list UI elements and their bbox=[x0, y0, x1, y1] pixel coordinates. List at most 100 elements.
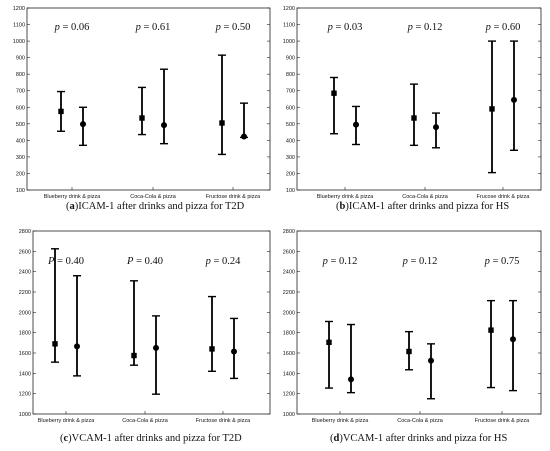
panel-caption: (c)VCAM-1 after drinks and pizza for T2D bbox=[60, 433, 242, 444]
mean-marker-circle bbox=[511, 96, 517, 103]
mean-marker-square bbox=[209, 346, 215, 352]
mean-marker-circle bbox=[348, 376, 354, 383]
chart-panel-a: 100 200 300 400 500 600 700 800 900 1000 1100 1200 B… bbox=[13, 6, 271, 212]
y-tick-label: 1000 bbox=[13, 39, 25, 45]
mean-marker-circle bbox=[241, 133, 247, 140]
x-category-label: Blueberry drink & pizza bbox=[38, 418, 95, 424]
mean-marker-square bbox=[326, 339, 332, 346]
x-category-label: Coca-Cola & pizza bbox=[402, 194, 448, 200]
plot-frame bbox=[296, 7, 542, 191]
y-tick-label: 1000 bbox=[283, 39, 295, 45]
p-value-label: p = 0.50 bbox=[215, 22, 251, 33]
panel-caption: (d)VCAM-1 after drinks and pizza for HS bbox=[330, 433, 507, 444]
x-category-label: Blueberry drink & pizza bbox=[317, 194, 374, 200]
mean-marker-square bbox=[411, 115, 417, 121]
mean-marker-square bbox=[488, 327, 494, 333]
plot-frame bbox=[296, 230, 542, 415]
p-value-label: P = 0.40 bbox=[126, 256, 163, 267]
x-category-label: Coca-Cola & pizza bbox=[397, 418, 443, 424]
y-tick-label: 2400 bbox=[19, 270, 31, 276]
y-tick-label: 900 bbox=[286, 56, 295, 62]
y-tick-label: 200 bbox=[286, 171, 295, 177]
y-tick-label: 1000 bbox=[283, 412, 295, 418]
p-value-label: p = 0.60 bbox=[485, 22, 521, 33]
mean-marker-circle bbox=[353, 121, 359, 128]
p-value-label: p = 0.12 bbox=[402, 256, 438, 267]
x-category-label: Blueberry drink & pizza bbox=[44, 194, 101, 200]
y-tick-label: 100 bbox=[286, 188, 295, 194]
p-value-label: P = 0.40 bbox=[47, 256, 84, 267]
y-tick-label: 2600 bbox=[19, 249, 31, 255]
x-category-label: Fructose drink & pizza bbox=[475, 418, 530, 424]
y-tick-label: 300 bbox=[16, 155, 25, 161]
mean-marker-circle bbox=[428, 357, 434, 364]
y-tick-label: 500 bbox=[16, 122, 25, 128]
mean-marker-square bbox=[219, 120, 225, 126]
x-category-label: Frucose drink & pizza bbox=[477, 194, 531, 200]
mean-marker-square bbox=[52, 341, 58, 347]
y-tick-label: 500 bbox=[286, 122, 295, 128]
mean-marker-circle bbox=[510, 336, 516, 343]
p-value-label: p = 0.75 bbox=[484, 256, 520, 267]
mean-marker-square bbox=[406, 348, 412, 355]
y-tick-label: 1100 bbox=[13, 23, 25, 29]
y-tick-label: 2800 bbox=[283, 229, 295, 235]
p-value-label: p = 0.24 bbox=[205, 256, 242, 267]
plot-frame bbox=[32, 230, 271, 415]
y-tick-label: 800 bbox=[16, 72, 25, 78]
mean-marker-square bbox=[139, 115, 145, 121]
y-tick-label: 300 bbox=[286, 155, 295, 161]
x-category-label: Blueberry drink & pizza bbox=[312, 418, 369, 424]
p-value-label: p = 0.06 bbox=[54, 22, 90, 33]
panel-caption: (a)ICAM-1 after drinks and pizza for T2D bbox=[66, 201, 245, 212]
p-value-label: p = 0.03 bbox=[327, 22, 363, 33]
y-tick-label: 1600 bbox=[283, 351, 295, 357]
p-value-label: p = 0.12 bbox=[407, 22, 443, 33]
y-tick-label: 1400 bbox=[19, 371, 31, 377]
chart-panel-d: 1000 1200 1400 1600 1800 2000 2200 2400 2600 2800… bbox=[283, 229, 542, 444]
y-tick-label: 1600 bbox=[19, 351, 31, 357]
p-value-label: p = 0.61 bbox=[135, 22, 171, 33]
y-tick-label: 2000 bbox=[19, 310, 31, 316]
y-tick-label: 1200 bbox=[19, 392, 31, 398]
y-tick-label: 2200 bbox=[283, 290, 295, 296]
y-tick-label: 1800 bbox=[19, 331, 31, 337]
y-tick-label: 2000 bbox=[283, 310, 295, 316]
mean-marker-square bbox=[489, 106, 495, 112]
y-tick-label: 1200 bbox=[283, 392, 295, 398]
plot-frame bbox=[26, 7, 271, 191]
p-value-label: p = 0.12 bbox=[322, 256, 358, 267]
y-tick-label: 1400 bbox=[283, 371, 295, 377]
y-tick-label: 1800 bbox=[283, 331, 295, 337]
y-tick-label: 600 bbox=[286, 105, 295, 111]
mean-marker-circle bbox=[153, 344, 159, 351]
mean-marker-circle bbox=[433, 124, 439, 131]
y-tick-label: 400 bbox=[286, 138, 295, 144]
chart-panel-b: 100 200 300 400 500 600 700 800 900 1000 1100 1200 B… bbox=[283, 6, 542, 212]
mean-marker-circle bbox=[74, 343, 80, 350]
mean-marker-circle bbox=[161, 122, 167, 129]
x-category-label: Coca-Cola & pizza bbox=[130, 194, 176, 200]
mean-marker-square bbox=[131, 352, 137, 359]
y-tick-label: 700 bbox=[16, 89, 25, 95]
y-tick-label: 600 bbox=[16, 105, 25, 111]
mean-marker-circle bbox=[231, 348, 237, 355]
y-tick-label: 1200 bbox=[283, 6, 295, 12]
y-tick-label: 200 bbox=[16, 171, 25, 177]
x-category-label: Fructose drink & pizza bbox=[206, 194, 261, 200]
y-tick-label: 700 bbox=[286, 89, 295, 95]
y-tick-label: 2200 bbox=[19, 290, 31, 296]
mean-marker-circle bbox=[80, 121, 86, 128]
y-tick-label: 1100 bbox=[283, 23, 295, 29]
y-tick-label: 2600 bbox=[283, 249, 295, 255]
y-tick-label: 900 bbox=[16, 56, 25, 62]
y-tick-label: 400 bbox=[16, 138, 25, 144]
chart-panel-c: 1000 1200 1400 1600 1800 2000 2200 2400 2600 2800… bbox=[19, 229, 271, 444]
mean-marker-square bbox=[58, 108, 64, 115]
mean-marker-square bbox=[331, 90, 337, 96]
y-tick-label: 2400 bbox=[283, 270, 295, 276]
x-category-label: Coca-Cola & pizza bbox=[122, 418, 168, 424]
x-category-label: Fructose drink & pizza bbox=[196, 418, 251, 424]
y-tick-label: 2800 bbox=[19, 229, 31, 235]
